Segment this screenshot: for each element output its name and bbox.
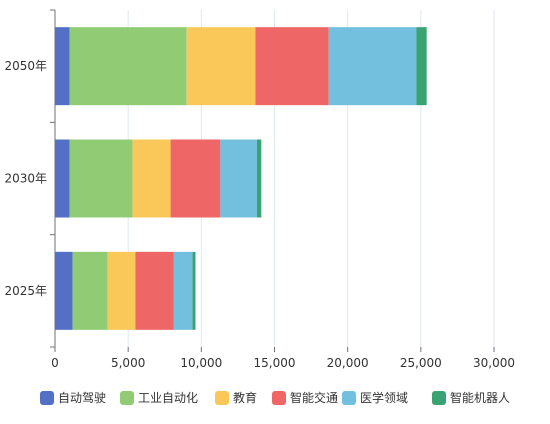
- x-tick-label: 15,000: [254, 356, 296, 370]
- x-tick-label: 30,000: [473, 356, 515, 370]
- legend-item[interactable]: 教育: [215, 390, 257, 405]
- bar-segment[interactable]: [255, 27, 329, 106]
- bar-segment[interactable]: [220, 139, 257, 218]
- bar-segment[interactable]: [55, 139, 70, 218]
- bar-segment[interactable]: [135, 251, 174, 330]
- legend-swatch: [342, 391, 356, 405]
- bar-segment[interactable]: [328, 27, 417, 106]
- bar-segment[interactable]: [132, 139, 171, 218]
- legend-label: 智能机器人: [450, 390, 510, 405]
- x-tick-label: 5,000: [111, 356, 145, 370]
- x-tick-label: 20,000: [327, 356, 369, 370]
- bar-segment[interactable]: [69, 27, 187, 106]
- y-tick-label: 2025年: [4, 284, 47, 298]
- bar-segment[interactable]: [72, 251, 108, 330]
- legend-swatch: [215, 391, 229, 405]
- legend-item[interactable]: 医学领域: [342, 390, 408, 405]
- legend[interactable]: 自动驾驶 工业自动化 教育 智能交通 医学领域 智能机器人: [40, 390, 510, 405]
- legend-label: 自动驾驶: [58, 390, 106, 405]
- bar-segment[interactable]: [55, 27, 70, 106]
- bars: [55, 27, 427, 330]
- bar-segment[interactable]: [173, 251, 193, 330]
- y-tick-label: 2030年: [4, 172, 47, 186]
- legend-item[interactable]: 智能交通: [272, 390, 338, 405]
- bar-segment[interactable]: [107, 251, 136, 330]
- legend-label: 智能交通: [290, 390, 338, 405]
- y-tick-label: 2050年: [4, 59, 47, 73]
- legend-swatch: [432, 391, 446, 405]
- bar-segment[interactable]: [416, 27, 427, 106]
- legend-item[interactable]: 自动驾驶: [40, 390, 106, 405]
- legend-swatch: [40, 391, 54, 405]
- legend-swatch: [120, 391, 134, 405]
- x-tick-label: 0: [51, 356, 59, 370]
- legend-item[interactable]: 工业自动化: [120, 391, 198, 405]
- x-tick-label: 10,000: [180, 356, 222, 370]
- legend-label: 医学领域: [360, 390, 408, 405]
- legend-label: 教育: [233, 390, 257, 405]
- bar-segment[interactable]: [170, 139, 221, 218]
- bar-segment[interactable]: [256, 139, 262, 218]
- x-tick-label: 25,000: [400, 356, 442, 370]
- axes: 0 5,000 10,000 15,000 20,000 25,000 30,000 2025…: [4, 9, 515, 370]
- bar-segment[interactable]: [55, 251, 73, 330]
- bar-segment[interactable]: [192, 251, 196, 330]
- legend-item[interactable]: 智能机器人: [432, 390, 510, 405]
- bar-segment[interactable]: [186, 27, 256, 106]
- bar-segment[interactable]: [69, 139, 133, 218]
- legend-label: 工业自动化: [138, 391, 198, 405]
- legend-swatch: [272, 391, 286, 405]
